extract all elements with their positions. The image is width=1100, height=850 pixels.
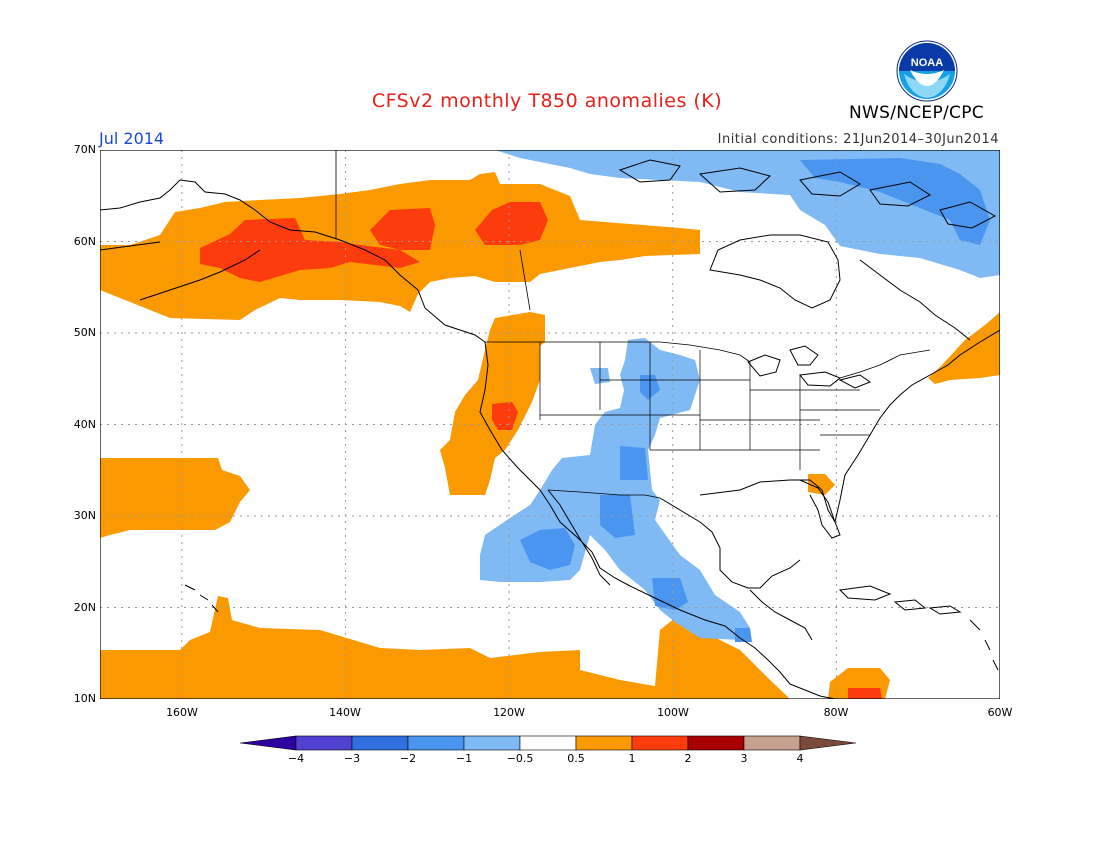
strong-warm-canada [475, 202, 548, 245]
logo-text: NOAA [911, 57, 943, 69]
lat-label-10n: 10N [73, 692, 96, 705]
strong-warm-nevada [492, 402, 518, 430]
lon-label-140w: 140W [329, 706, 361, 719]
lat-label-60n: 60N [73, 235, 96, 248]
colorbar-tick-label: 3 [740, 752, 748, 765]
coastlines-and-borders [100, 150, 1000, 699]
colorbar-tick-label: 0.5 [567, 752, 585, 765]
colorbar-cell [631, 735, 689, 751]
colorbar-cell [463, 735, 521, 751]
lat-label-50n: 50N [73, 326, 96, 339]
colorbar-tick-label: 1 [628, 752, 636, 765]
colorbar-tick-label: −1 [455, 752, 473, 765]
moderate-cool-mexico [652, 578, 752, 642]
colorbar-tick-label: −0.5 [506, 752, 534, 765]
lat-label-70n: 70N [73, 143, 96, 156]
valid-month: Jul 2014 [99, 129, 165, 148]
colorbar-tick-label: 4 [796, 752, 804, 765]
colorbar-cell [575, 735, 633, 751]
lon-label-100w: 100W [657, 706, 689, 719]
noaa-logo: NOAA [896, 40, 958, 102]
lon-label-60w: 60W [987, 706, 1013, 719]
chart-title: CFSv2 monthly T850 anomalies (K) [371, 90, 723, 112]
strong-warm-caribbean [848, 688, 882, 699]
colorbar-cell [743, 735, 801, 751]
agency-label: NWS/NCEP/CPC [849, 103, 984, 123]
moderate-cool-anomaly-regions [520, 158, 990, 642]
colorbar-cell [687, 735, 745, 751]
anomaly-map [100, 150, 1000, 699]
colorbar-cell [519, 735, 577, 751]
colorbar [240, 735, 857, 751]
colorbar-low-arrow [240, 735, 297, 751]
colorbar-tick-label: −2 [399, 752, 417, 765]
warm-region-central-pacific [100, 458, 250, 538]
lon-label-120w: 120W [493, 706, 525, 719]
strong-warm-anomaly-regions [200, 202, 882, 699]
strong-warm-alaska-west [200, 218, 420, 282]
lat-label-30n: 30N [73, 509, 96, 522]
moderate-cool-baja [520, 528, 575, 570]
colorbar-cell [295, 735, 353, 751]
grid-lines [100, 150, 1000, 699]
initial-conditions: Initial conditions: 21Jun2014–30Jun2014 [717, 132, 999, 147]
moderate-cool-rockies [600, 375, 660, 538]
colorbar-high-arrow [799, 735, 857, 751]
colorbar-cell [351, 735, 409, 751]
warm-region-southeast-us [808, 474, 835, 495]
warm-region-west-coast [440, 312, 545, 495]
colorbar-tick-label: −3 [343, 752, 361, 765]
strong-warm-yukon [370, 208, 435, 250]
moderate-cool-greenland-east [800, 158, 990, 245]
colorbar-tick-label: 2 [684, 752, 692, 765]
warm-region-tropical-pacific [100, 596, 790, 699]
lat-label-20n: 20N [73, 601, 96, 614]
lon-label-80w: 80W [823, 706, 849, 719]
lat-label-40n: 40N [73, 418, 96, 431]
lon-label-160w: 160W [166, 706, 198, 719]
colorbar-cell [407, 735, 465, 751]
colorbar-tick-label: −4 [287, 752, 305, 765]
